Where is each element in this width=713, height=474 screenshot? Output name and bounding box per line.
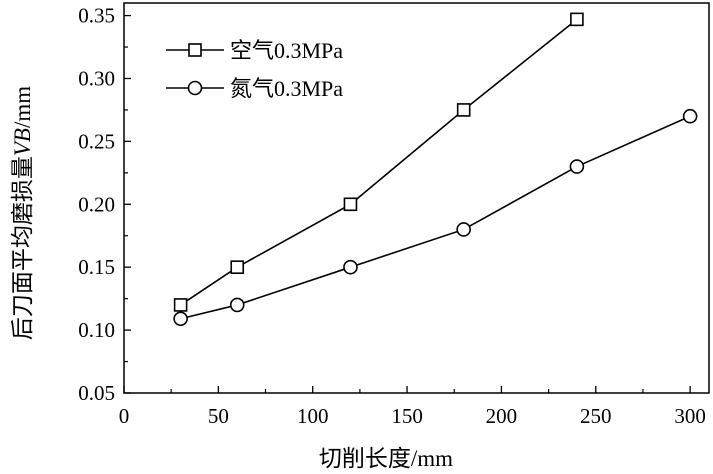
legend-marker (188, 43, 202, 57)
y-tick-label: 0.10 (78, 318, 115, 342)
y-tick-label: 0.30 (78, 66, 115, 90)
y-axis-title-prefix: 后刀面平均磨损量 (10, 156, 35, 340)
y-tick-label: 0.25 (78, 129, 115, 153)
series-2-point (569, 159, 585, 174)
y-axis-title-unit: /mm (10, 86, 35, 128)
x-tick-label: 50 (208, 404, 229, 428)
series-2 (173, 108, 698, 327)
y-tick-label: 0.20 (78, 192, 115, 216)
x-tick-label: 150 (391, 404, 423, 428)
series-1 (173, 12, 584, 312)
series-2-point (173, 311, 188, 327)
y-tick-label: 0.35 (78, 4, 115, 28)
legend-label: 氮气0.3MPa (230, 76, 343, 101)
x-axis-ticks: 0 50 100 150 200 250 300 (119, 386, 706, 428)
series-1-point (343, 197, 358, 212)
legend-marker (187, 80, 203, 96)
series-1-point (173, 298, 188, 312)
x-tick-label: 300 (674, 404, 706, 428)
y-tick-label: 0.15 (78, 255, 115, 279)
series-2-point (343, 259, 358, 275)
x-tick-label: 250 (580, 404, 612, 428)
legend-label: 空气0.3MPa (230, 38, 343, 63)
series-1-point (456, 103, 471, 117)
y-axis-title-var: VB (10, 128, 35, 156)
series-1-point (230, 260, 245, 274)
series-layer (173, 12, 698, 327)
x-tick-label: 100 (297, 404, 329, 428)
series-2-point (229, 297, 245, 313)
series-2-line (180, 115, 691, 320)
y-axis-ticks: 0.05 0.10 0.15 0.20 0.25 0.30 0.35 (78, 4, 131, 405)
x-tick-label: 200 (486, 404, 518, 428)
legend: 空气0.3MPa 氮气0.3MPa (166, 38, 343, 101)
x-axis-title: 切削长度/mm (319, 446, 453, 471)
plot-frame (123, 2, 710, 394)
y-axis-title: 后刀面平均磨损量VB/mm (10, 86, 35, 340)
series-2-point (682, 108, 698, 124)
y-tick-label: 0.05 (78, 381, 115, 405)
x-tick-label: 0 (119, 404, 130, 428)
series-2-point (456, 222, 471, 237)
series-1-point (570, 12, 584, 27)
